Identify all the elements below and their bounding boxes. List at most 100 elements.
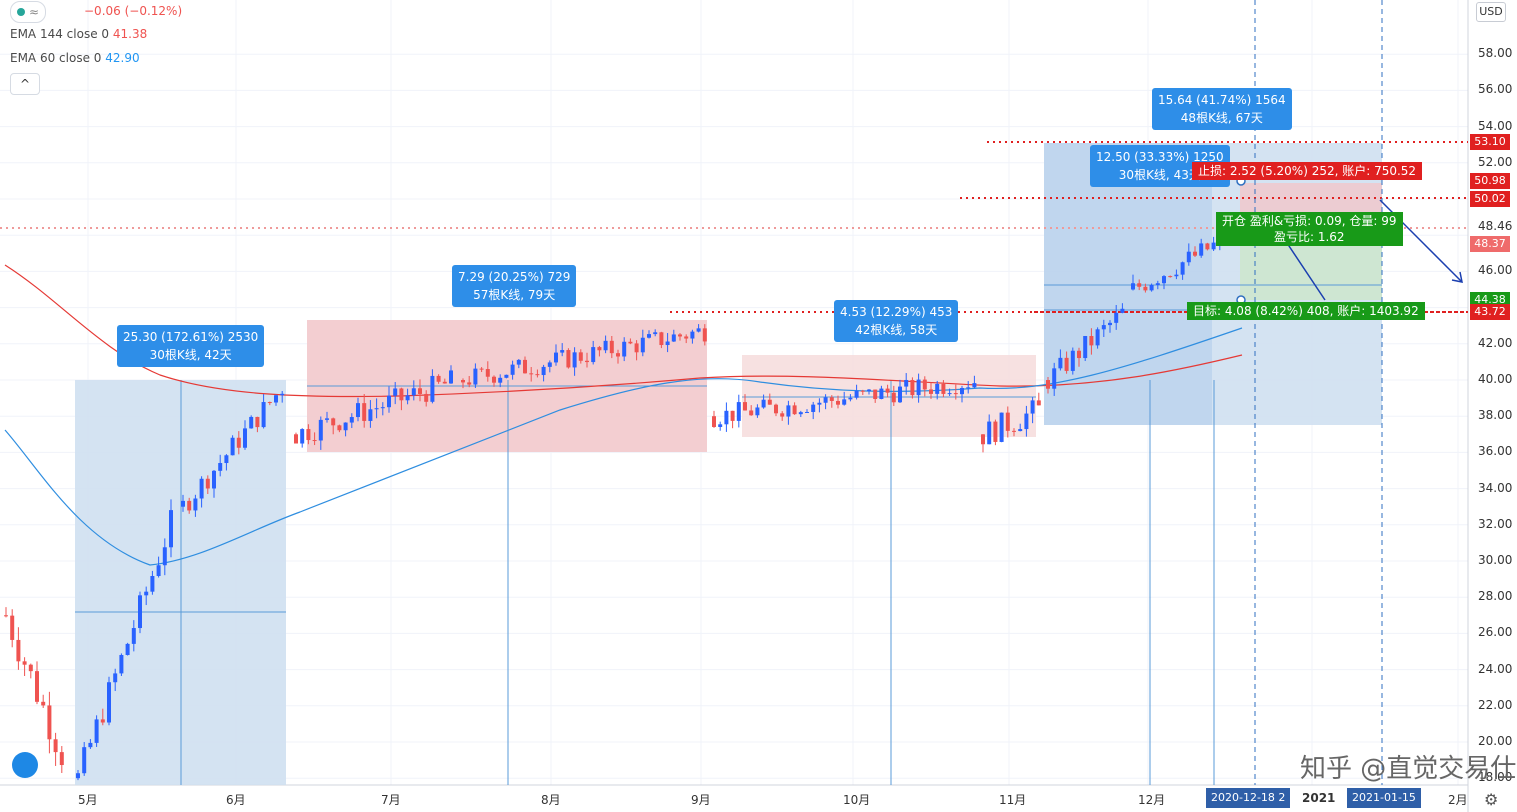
settings-icon[interactable]: ⚙ [1484, 790, 1499, 809]
candle-body [492, 376, 496, 383]
candle-body [380, 407, 385, 409]
price-tick-label: 54.00 [1478, 118, 1513, 133]
candle-body [780, 413, 785, 417]
candle-body [199, 478, 204, 499]
symbol-status-pill[interactable]: ≈ [10, 1, 47, 23]
candle-body [1211, 242, 1216, 250]
candle-body [1046, 380, 1050, 389]
price-change: −0.06 (−0.12%) [84, 4, 183, 18]
candle-body [156, 565, 161, 577]
time-tick-label: 10月 [843, 793, 871, 807]
candle-body [743, 402, 747, 411]
candle-body [504, 374, 509, 378]
time-tick-label: 2月 [1448, 793, 1468, 807]
candle-body [47, 705, 52, 740]
candle-body [442, 381, 447, 384]
candle-body [82, 747, 87, 774]
logo-icon[interactable] [12, 752, 38, 778]
date-badge: 2021-01-15 [1347, 788, 1421, 808]
candle-body [88, 742, 93, 748]
candle-body [193, 498, 198, 511]
candle-body [665, 341, 670, 346]
ema60-legend[interactable]: EMA 60 close 0 42.90 [10, 51, 140, 65]
candle-body [1143, 286, 1148, 291]
forecast-arrow-head [1451, 271, 1463, 283]
time-tick-label: 9月 [691, 793, 711, 807]
candle-body [349, 417, 354, 423]
candle-body [236, 437, 241, 448]
candle-body [609, 340, 614, 354]
candle-body [774, 404, 778, 414]
measure-zone [742, 355, 1036, 437]
currency-button[interactable]: USD [1476, 2, 1506, 22]
price-tick-label: 48.46 [1478, 218, 1513, 233]
candle-body [916, 379, 921, 396]
candle-body [736, 402, 741, 421]
candle-body [10, 615, 15, 640]
price-tick-label: 42.00 [1478, 335, 1513, 350]
candle-body [640, 337, 645, 353]
candle-body [566, 350, 571, 368]
candle-body [910, 379, 915, 396]
candle-body [424, 393, 429, 402]
candle-body [529, 373, 534, 375]
candle-body [516, 359, 521, 365]
candle-body [922, 379, 927, 390]
candle-body [634, 343, 639, 353]
price-badge: 43.72 [1470, 304, 1510, 320]
candle-body [144, 591, 149, 596]
candle-body [1205, 243, 1210, 250]
candle-body [929, 389, 933, 394]
candle-body [966, 387, 971, 389]
candle-body [125, 643, 130, 655]
price-tick-label: 20.00 [1478, 734, 1513, 748]
candle-body [138, 595, 142, 629]
candle-body [947, 393, 952, 395]
candle-body [554, 352, 558, 363]
price-tick-label: 18.00 [1478, 770, 1513, 785]
candle-body [1108, 322, 1112, 326]
candle-body [498, 377, 503, 383]
candle-body [374, 408, 379, 410]
price-badge: 48.37 [1470, 236, 1510, 252]
candle-body [702, 328, 707, 342]
forecast-arrow [1284, 239, 1326, 301]
candle-body [1199, 243, 1204, 256]
candle-body [41, 701, 46, 706]
collapse-legend-button[interactable]: ^ [10, 73, 40, 95]
price-tick-label: 30.00 [1478, 553, 1513, 567]
candle-body [294, 434, 298, 444]
candle-body [113, 673, 118, 683]
candle-body [898, 386, 902, 403]
price-tick-label: 36.00 [1478, 444, 1513, 459]
candle-body [205, 478, 210, 489]
date-badge: 2020-12-18 2 [1206, 788, 1291, 808]
candle-body [150, 576, 155, 592]
candle-body [387, 395, 391, 408]
candle-body [1036, 400, 1041, 406]
candle-body [467, 382, 472, 385]
candle-body [572, 352, 577, 368]
candle-body [690, 331, 695, 339]
candle-body [16, 639, 21, 662]
candle-body [798, 412, 803, 415]
candle-body [169, 510, 173, 548]
candle-body [1155, 283, 1160, 285]
watermark: 知乎 @直觉交易仕 [1300, 754, 1517, 784]
price-badge: 50.98 [1470, 173, 1510, 189]
candle-body [1131, 283, 1135, 290]
target-label: 目标: 4.08 (8.42%) 408, 账户: 1403.92 [1187, 302, 1425, 320]
candle-body [362, 403, 367, 421]
candle-body [712, 416, 716, 427]
candle-body [987, 421, 992, 445]
candle-body [1180, 262, 1185, 275]
candle-body [1070, 350, 1075, 371]
candle-body [653, 332, 658, 335]
candle-body [300, 429, 305, 444]
candle-body [891, 392, 896, 403]
candle-body [1030, 400, 1035, 414]
candle-body [885, 388, 890, 393]
candle-body [755, 407, 760, 416]
ema144-legend[interactable]: EMA 144 close 0 41.38 [10, 27, 148, 41]
